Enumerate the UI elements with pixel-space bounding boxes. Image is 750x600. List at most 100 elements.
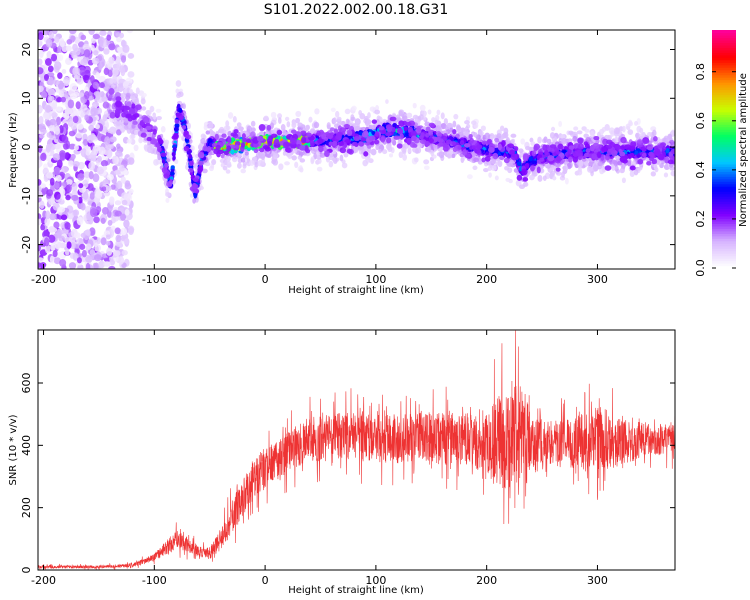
spectrogram-cell	[62, 143, 69, 150]
spectrogram-cell	[440, 112, 445, 120]
spectrogram-cell	[328, 160, 334, 168]
spectrogram-cell	[108, 93, 113, 99]
spectrogram-cell	[515, 179, 522, 187]
spectrogram-cell	[43, 237, 50, 247]
spectrogram-cell	[108, 265, 116, 269]
spectrogram-cell	[75, 132, 83, 139]
spectrogram-cell	[629, 170, 635, 177]
spectrogram-cell	[614, 136, 619, 143]
spectrogram-cell	[225, 120, 230, 127]
spectrogram-cell	[78, 183, 84, 189]
spectrogram-cell	[109, 78, 114, 85]
spectrogram-cell	[44, 244, 51, 254]
spectrogram-cell	[464, 126, 469, 133]
spectrogram-cell	[104, 136, 111, 146]
spectrogram-cell	[141, 128, 147, 134]
spectrogram-cell	[597, 161, 603, 167]
spectrogram-cell	[90, 107, 98, 117]
spectrogram-cell	[240, 157, 246, 163]
spectrogram-cell	[169, 171, 175, 176]
spectrogram-cell	[436, 152, 442, 157]
spectrogram-cell	[286, 121, 291, 128]
spectrogram-cell	[550, 126, 556, 132]
spectrogram-cell	[423, 165, 430, 171]
spectrogram-cell	[564, 177, 569, 185]
spectrogram-cell	[120, 176, 126, 184]
spectrogram-cell	[63, 91, 69, 100]
spectrogram-cell	[93, 216, 100, 224]
spectrogram-cell	[226, 160, 232, 168]
spectrogram-heatmap	[38, 30, 675, 269]
spectrogram-cell	[419, 114, 424, 121]
spectrogram-cell	[38, 213, 42, 221]
spectrogram-cell	[93, 91, 101, 97]
spectrogram-cell	[40, 183, 46, 189]
spectrogram-cell	[54, 125, 61, 136]
spectrogram-cell	[117, 256, 125, 265]
spectrogram-cell	[436, 109, 441, 116]
spectrogram-cell	[92, 101, 100, 108]
spectrogram-cell	[38, 178, 42, 186]
spectrogram-cell	[72, 209, 80, 217]
spectrogram-cell	[434, 119, 439, 126]
spectrogram-cell	[62, 112, 67, 118]
spectrogram-cell	[119, 78, 125, 83]
spectrogram-cell	[96, 53, 104, 63]
spectrogram-cell	[54, 182, 60, 189]
spectrogram-cell	[42, 30, 50, 36]
spectrogram-cell	[237, 126, 244, 131]
spectrogram-cell	[134, 98, 140, 105]
spectrogram-cell	[70, 241, 76, 250]
spectrogram-cell	[578, 160, 584, 168]
spectrogram-cell	[130, 134, 136, 139]
spectrogram-cell	[74, 144, 79, 151]
spectrogram-cell	[670, 129, 675, 135]
spectrogram-cell	[610, 130, 615, 137]
spectrogram-cell	[67, 160, 75, 167]
spectrogram-cell	[277, 113, 283, 119]
spectrogram-cell	[426, 146, 432, 153]
spectrogram-cell	[128, 227, 134, 236]
spectrogram-cell	[38, 257, 44, 263]
spectrogram-cell	[546, 138, 552, 145]
spectrogram-cell	[367, 112, 371, 119]
spectrogram-cell	[52, 100, 58, 110]
spectrogram-cell	[402, 115, 408, 122]
spectrogram-cell	[53, 166, 61, 176]
spectrogram-cell	[211, 159, 217, 165]
spectrogram-cell	[40, 91, 48, 99]
spectrogram-cell	[60, 214, 68, 221]
spectrogram-cell	[155, 108, 162, 113]
spectrogram-cell	[64, 152, 71, 161]
spectrogram-cell	[128, 88, 134, 94]
spectrogram-cell	[71, 182, 78, 192]
spectrogram-cell	[339, 154, 344, 162]
spectrogram-cell	[107, 128, 113, 134]
spectrogram-cell	[38, 58, 43, 66]
spectrogram-cell	[47, 88, 54, 96]
spectrogram-cell	[443, 118, 449, 125]
spectrogram-cell	[375, 121, 382, 126]
spectrogram-cell	[38, 196, 42, 203]
spectrogram-cell	[260, 158, 266, 165]
spectrogram-cell	[66, 241, 72, 249]
spectrogram-cell	[244, 151, 249, 156]
spectrogram-cell	[176, 93, 181, 99]
spectrogram-cell	[53, 61, 62, 71]
spectrogram-cell	[231, 156, 238, 163]
spectrogram-cell	[192, 197, 196, 204]
spectrogram-cell	[102, 101, 110, 109]
spectrogram-cell	[343, 151, 349, 158]
spectrogram-cell	[89, 192, 95, 200]
spectrogram-cell	[601, 126, 607, 133]
spectrogram-cell	[189, 193, 194, 198]
spectrogram-cell	[123, 118, 130, 124]
spectrogram-cell	[425, 126, 431, 132]
spectrogram-cell	[104, 144, 110, 151]
spectrogram-cell	[43, 74, 50, 80]
spectrogram-cell	[537, 174, 543, 182]
spectrogram-cell	[493, 164, 497, 169]
spectrogram-cell	[79, 243, 86, 250]
spectrogram-cell	[568, 130, 574, 136]
spectrogram-cell	[51, 112, 58, 118]
